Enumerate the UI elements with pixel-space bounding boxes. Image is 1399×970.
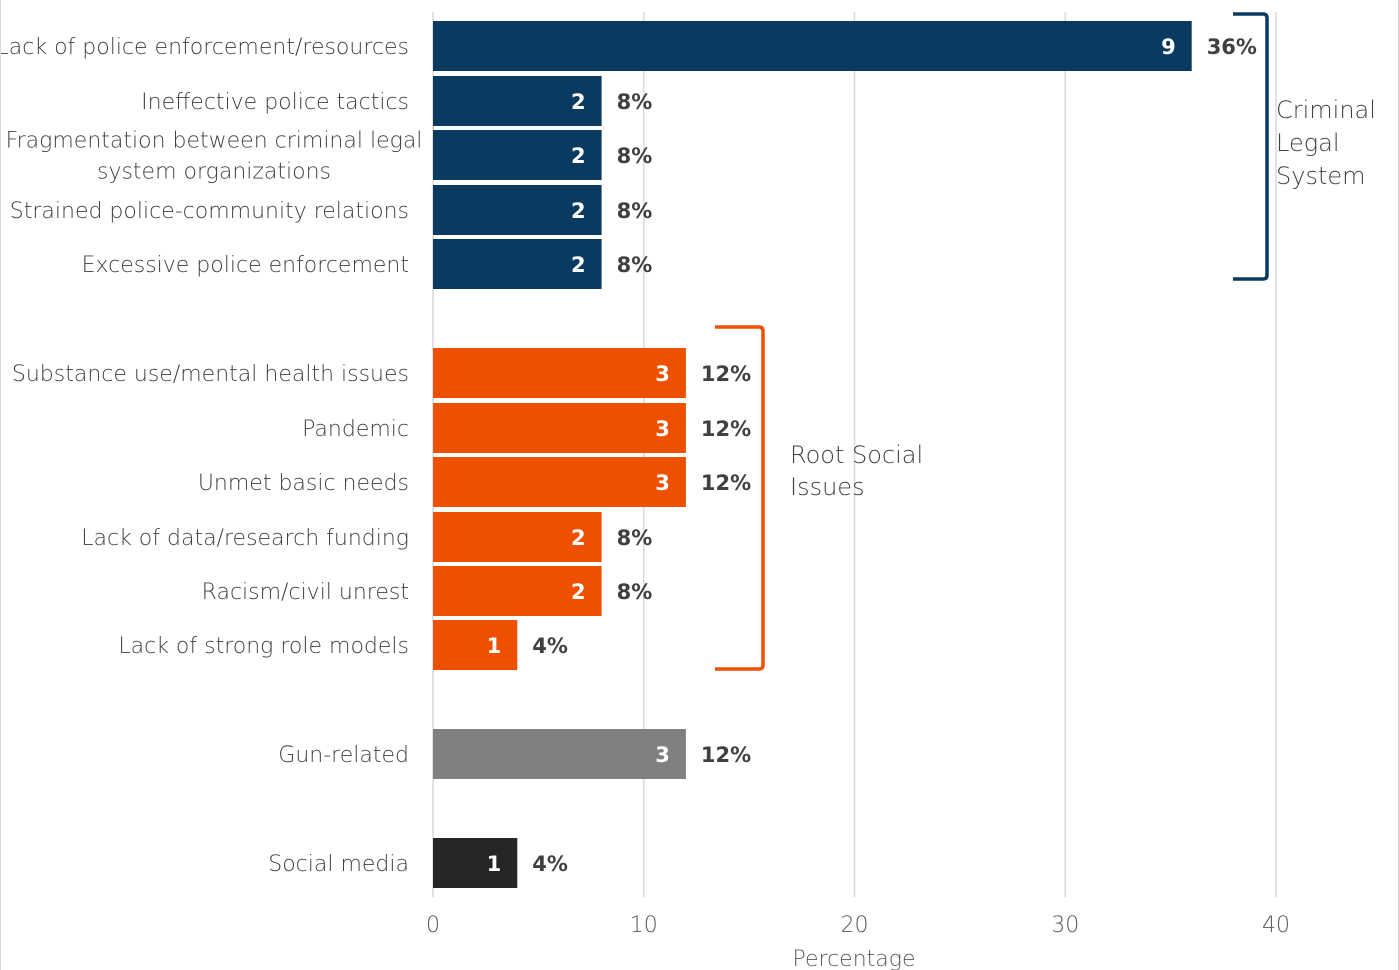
- percent-label: 4%: [532, 634, 568, 658]
- percent-label: 8%: [617, 144, 653, 168]
- count-label: 1: [487, 852, 502, 876]
- percent-label: 12%: [701, 362, 751, 386]
- category-label: Unmet basic needs: [198, 471, 409, 496]
- bar: [433, 729, 686, 779]
- bar: [433, 620, 518, 670]
- count-label: 2: [571, 580, 586, 604]
- percent-label: 12%: [701, 417, 751, 441]
- bar: [433, 185, 602, 235]
- x-axis: Percentage 0 10 20 30 40: [426, 913, 1290, 970]
- bar: [433, 239, 602, 289]
- count-label: 2: [571, 526, 586, 550]
- category-label: Social media: [268, 852, 409, 877]
- percent-label: 36%: [1207, 35, 1257, 59]
- x-tick-label: 30: [1051, 913, 1079, 938]
- bar: [433, 838, 518, 888]
- data-labels: 9 36% 2 8% 2 8% 2 8% 2 8% 3 12% 3 12% 3 12% 2 8% 2 8% 1 4% 3 12…: [487, 35, 1257, 876]
- count-label: 9: [1161, 35, 1176, 59]
- group-label: Legal: [1276, 129, 1340, 157]
- bar: [433, 21, 1192, 71]
- group-label: Criminal: [1276, 96, 1376, 124]
- bar: [433, 76, 602, 126]
- category-label: Strained police-community relations: [10, 199, 409, 224]
- x-tick-label: 20: [841, 913, 869, 938]
- category-label: Racism/civil unrest: [202, 580, 409, 605]
- group-label: Root Social: [790, 441, 923, 469]
- x-axis-title: Percentage: [793, 947, 916, 970]
- category-label: Lack of police enforcement/resources: [1, 35, 409, 60]
- bar: [433, 512, 602, 562]
- bar: [433, 348, 686, 398]
- group-bracket: [715, 325, 765, 671]
- percent-label: 8%: [617, 526, 653, 550]
- count-label: 2: [571, 90, 586, 114]
- group-label: Issues: [790, 473, 865, 501]
- category-label: Substance use/mental health issues: [12, 362, 409, 387]
- percent-label: 8%: [617, 90, 653, 114]
- percent-label: 12%: [701, 743, 751, 767]
- category-label: Lack of data/research funding: [81, 526, 409, 551]
- count-label: 3: [655, 471, 670, 495]
- percent-label: 12%: [701, 471, 751, 495]
- percent-label: 8%: [617, 199, 653, 223]
- group-brackets: Criminal Legal System Root Social Issues: [715, 12, 1376, 671]
- x-tick-label: 10: [630, 913, 658, 938]
- group-label: System: [1276, 162, 1366, 190]
- x-tick-label: 0: [426, 913, 440, 938]
- bar: [433, 403, 686, 453]
- count-label: 1: [487, 634, 502, 658]
- count-label: 2: [571, 199, 586, 223]
- bar: [433, 457, 686, 507]
- percent-label: 4%: [532, 852, 568, 876]
- count-label: 3: [655, 417, 670, 441]
- count-label: 2: [571, 144, 586, 168]
- category-label: Pandemic: [302, 417, 409, 442]
- category-label: system organizations: [97, 160, 331, 185]
- category-label: Fragmentation between criminal legal: [6, 129, 423, 154]
- count-label: 2: [571, 253, 586, 277]
- percent-label: 8%: [617, 580, 653, 604]
- percent-label: 8%: [617, 253, 653, 277]
- count-label: 3: [655, 362, 670, 386]
- category-label: Gun-related: [278, 743, 409, 768]
- bar: [433, 130, 602, 180]
- bar: [433, 566, 602, 616]
- bars: [433, 21, 1192, 888]
- group-bracket: [1233, 12, 1269, 281]
- category-labels: Lack of police enforcement/resources Inef…: [1, 35, 422, 877]
- category-label: Ineffective police tactics: [141, 90, 409, 115]
- category-label: Excessive police enforcement: [82, 253, 409, 278]
- count-label: 3: [655, 743, 670, 767]
- category-label: Lack of strong role models: [118, 634, 409, 659]
- x-tick-label: 40: [1262, 913, 1290, 938]
